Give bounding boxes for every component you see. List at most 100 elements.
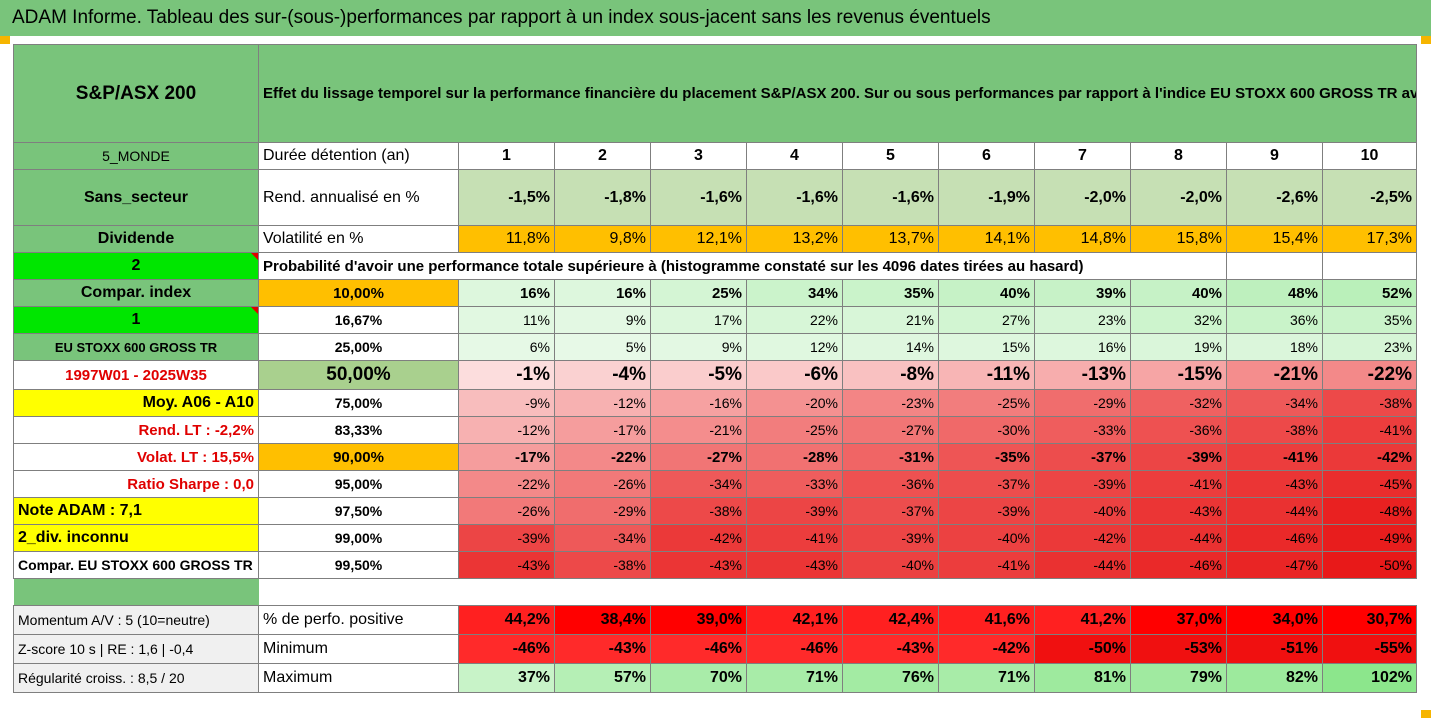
table-row: Régularité croiss. : 8,5 / 20 Maximum 37% 5…	[13, 663, 1417, 693]
header-description: Effet du lissage temporel sur la perform…	[258, 44, 1417, 143]
percentile-value: -30%	[938, 416, 1035, 444]
stat-value: 37%	[458, 663, 555, 693]
volat-value: 9,8%	[554, 225, 651, 253]
percentile-value: -43%	[458, 551, 555, 579]
percentile-value: -12%	[458, 416, 555, 444]
table-row: 5_MONDE Durée détention (an) 1 2 3 4 5 6 7 8 9 10	[13, 142, 1417, 170]
duration-year: 7	[1034, 142, 1131, 170]
percentile-label: 50,00%	[258, 360, 459, 390]
stat-value: 76%	[842, 663, 939, 693]
selector-2: 2	[13, 252, 259, 280]
percentile-value: -23%	[842, 389, 939, 417]
percentile-value: -39%	[842, 524, 939, 552]
asset-name: S&P/ASX 200	[13, 44, 259, 143]
percentile-value: 11%	[458, 306, 555, 334]
table-row: Rend. LT : -2,2% 83,33% -12% -17% -21% -25% -2…	[13, 416, 1417, 444]
percentile-value: 17%	[650, 306, 747, 334]
percentile-value: -13%	[1034, 360, 1131, 390]
stat-value: 42,4%	[842, 605, 939, 635]
percentile-value: 9%	[650, 333, 747, 361]
percentile-value: -44%	[1034, 551, 1131, 579]
volat-label: Volatilité en %	[258, 225, 459, 253]
left-label: 2_div. inconnu	[13, 524, 259, 552]
stat-label: % de perfo. positive	[258, 605, 459, 635]
percentile-value: 35%	[842, 279, 939, 307]
stat-value: -53%	[1130, 634, 1227, 664]
percentile-value: -33%	[746, 470, 843, 498]
duration-year: 3	[650, 142, 747, 170]
rend-label: Rend. annualisé en %	[258, 169, 459, 226]
volat-value: 14,1%	[938, 225, 1035, 253]
stat-value: 81%	[1034, 663, 1131, 693]
percentile-value: -22%	[458, 470, 555, 498]
duration-year: 4	[746, 142, 843, 170]
probability-header: Probabilité d'avoir une performance tota…	[258, 252, 1227, 280]
percentile-value: -39%	[746, 497, 843, 525]
percentile-value: 23%	[1034, 306, 1131, 334]
stat-value: -42%	[938, 634, 1035, 664]
percentile-value: -36%	[842, 470, 939, 498]
percentile-value: -39%	[1034, 470, 1131, 498]
percentile-value: -28%	[746, 443, 843, 471]
report-title: ADAM Informe. Tableau des sur-(sous-)per…	[0, 0, 1431, 36]
table-row: Z-score 10 s | RE : 1,6 | -0,4 Minimum -46…	[13, 634, 1417, 664]
stat-value: 42,1%	[746, 605, 843, 635]
percentile-value: 18%	[1226, 333, 1323, 361]
stat-left-label: Régularité croiss. : 8,5 / 20	[13, 663, 259, 693]
stat-value: -46%	[650, 634, 747, 664]
stat-value: 71%	[746, 663, 843, 693]
table-row: Compar. EU STOXX 600 GROSS TR 99,50% -43% -…	[13, 551, 1417, 579]
percentile-label: 10,00%	[258, 279, 459, 307]
percentile-label: 16,67%	[258, 306, 459, 334]
percentile-value: -40%	[842, 551, 939, 579]
percentile-value: 6%	[458, 333, 555, 361]
percentile-value: -41%	[938, 551, 1035, 579]
duration-year: 5	[842, 142, 939, 170]
table-row: 2_div. inconnu 99,00% -39% -34% -42% -41% -39%…	[13, 524, 1417, 552]
stat-value: -51%	[1226, 634, 1323, 664]
percentile-label: 95,00%	[258, 470, 459, 498]
percentile-value: -1%	[458, 360, 555, 390]
blank-cell	[1226, 252, 1323, 280]
duration-year: 2	[554, 142, 651, 170]
percentile-value: -41%	[746, 524, 843, 552]
table-row: 1 16,67% 11% 9% 17% 22% 21% 27% 23% 32% 36% 35%	[13, 306, 1417, 334]
stat-value: 57%	[554, 663, 651, 693]
percentile-value: -39%	[1130, 443, 1227, 471]
volat-value: 14,8%	[1034, 225, 1131, 253]
percentile-value: -44%	[1130, 524, 1227, 552]
volat-value: 13,2%	[746, 225, 843, 253]
stat-value: 71%	[938, 663, 1035, 693]
percentile-value: 52%	[1322, 279, 1417, 307]
percentile-value: 12%	[746, 333, 843, 361]
corner-mark-right	[1421, 36, 1431, 44]
left-label: 1997W01 - 2025W35	[13, 360, 259, 390]
stat-label: Maximum	[258, 663, 459, 693]
percentile-value: -27%	[842, 416, 939, 444]
percentile-value: 23%	[1322, 333, 1417, 361]
percentile-value: -43%	[1130, 497, 1227, 525]
left-label: Ratio Sharpe : 0,0	[13, 470, 259, 498]
stat-value: 30,7%	[1322, 605, 1417, 635]
percentile-value: -40%	[938, 524, 1035, 552]
stat-value: -43%	[842, 634, 939, 664]
percentile-value: -15%	[1130, 360, 1227, 390]
percentile-value: -21%	[1226, 360, 1323, 390]
percentile-value: 5%	[554, 333, 651, 361]
selector-dividende: Dividende	[13, 225, 259, 253]
table-row: 1997W01 - 2025W35 50,00% -1% -4% -5% -6% -8% -1…	[13, 360, 1417, 390]
corner-mark-bottom-right	[1421, 710, 1431, 718]
stat-value: -43%	[554, 634, 651, 664]
percentile-value: -50%	[1322, 551, 1417, 579]
stat-value: 82%	[1226, 663, 1323, 693]
percentile-label: 99,00%	[258, 524, 459, 552]
percentile-value: -47%	[1226, 551, 1323, 579]
separator-cell	[259, 579, 1417, 606]
percentile-value: 14%	[842, 333, 939, 361]
percentile-value: -12%	[554, 389, 651, 417]
percentile-value: -25%	[938, 389, 1035, 417]
percentile-value: 34%	[746, 279, 843, 307]
table-row: Compar. index 10,00% 16% 16% 25% 34% 35% 40% 39%…	[13, 279, 1417, 307]
stat-value: -46%	[746, 634, 843, 664]
volat-value: 17,3%	[1322, 225, 1417, 253]
